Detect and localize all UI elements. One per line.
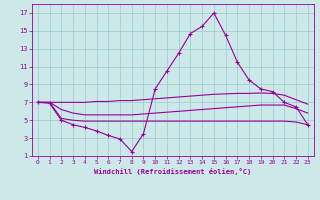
X-axis label: Windchill (Refroidissement éolien,°C): Windchill (Refroidissement éolien,°C) xyxy=(94,168,252,175)
